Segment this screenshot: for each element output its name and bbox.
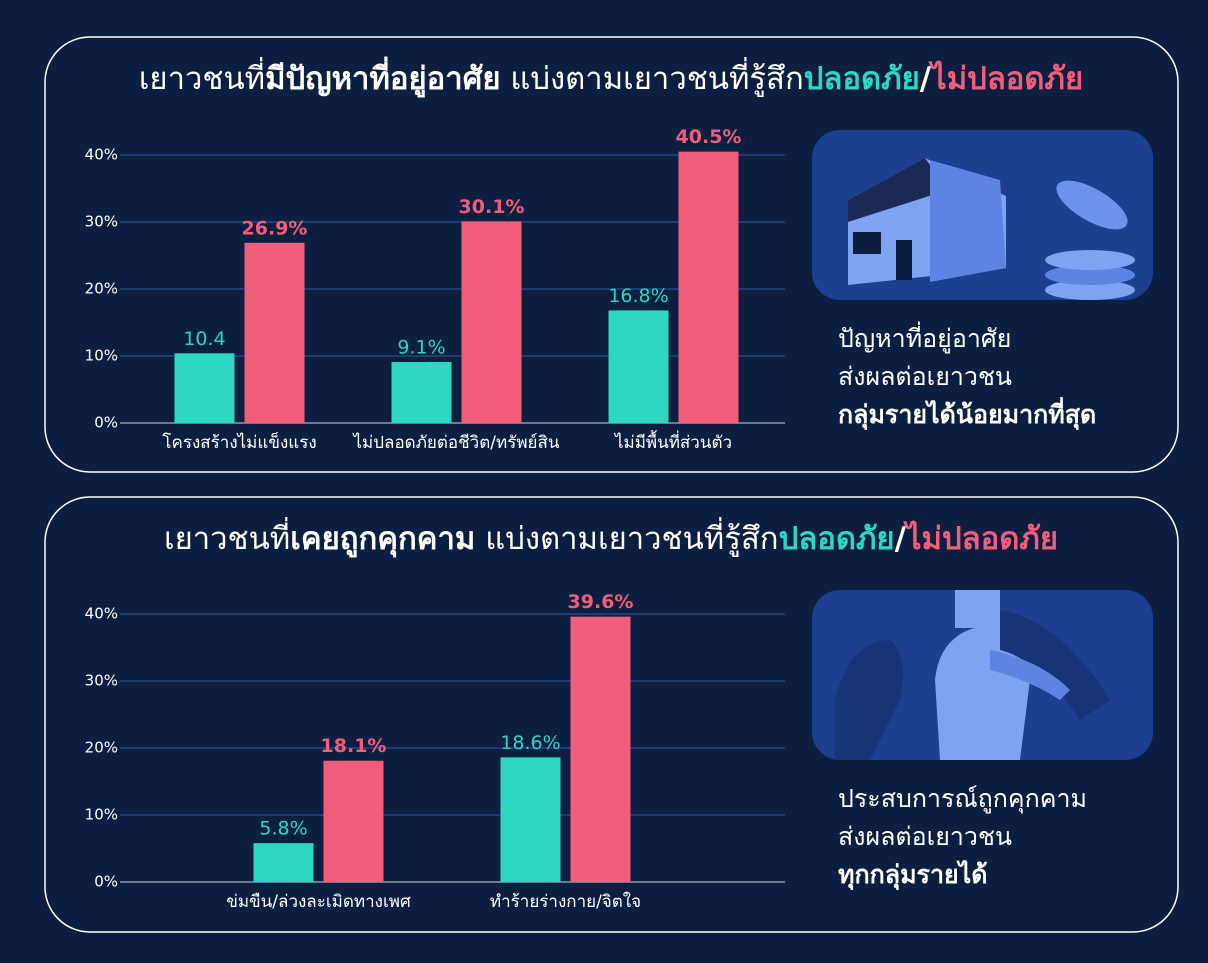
caption-line: ทุกกลุ่มรายได้ (838, 859, 987, 891)
bar (391, 362, 452, 423)
bar (570, 616, 631, 882)
caption-line: ส่งผลต่อเยาวชน (838, 822, 1012, 851)
caption-line: ปัญหาที่อยู่อาศัย (838, 321, 1011, 354)
x-tick-label: ไม่มีพื้นที่ส่วนตัว (613, 430, 732, 453)
caption-line: กลุ่มรายได้น้อยมากที่สุด (838, 397, 1096, 431)
y-tick-label: 40% (85, 146, 118, 164)
data-label: 16.8% (608, 285, 668, 307)
title-part: / (920, 61, 932, 97)
bar (323, 760, 384, 882)
y-tick-label: 10% (85, 347, 118, 365)
legend-entry: ปลอดภัย (804, 61, 920, 97)
caption-line: ส่งผลต่อเยาวชน (838, 362, 1012, 391)
title-part: เยาวชนที่ (164, 517, 290, 557)
bar (678, 151, 739, 423)
bar (461, 221, 522, 423)
legend-entry: ไม่ปลอดภัย (903, 520, 1058, 557)
y-tick-label: 20% (85, 739, 118, 757)
bar (500, 757, 561, 882)
data-label: 18.6% (500, 732, 560, 754)
x-tick-label: โครงสร้างไม่แข็งแรง (162, 431, 316, 453)
data-label: 9.1% (397, 337, 445, 359)
data-label: 40.5% (676, 126, 742, 148)
title-part: / (895, 521, 907, 557)
bar (608, 310, 669, 423)
data-label: 10.4 (183, 328, 225, 350)
legend-entry: ปลอดภัย (779, 521, 895, 557)
y-tick-label: 30% (85, 672, 118, 690)
data-label: 30.1% (459, 196, 525, 218)
y-tick-label: 30% (85, 213, 118, 231)
bar (253, 843, 314, 882)
title-part: มีปัญหาที่อยู่อาศัย (265, 56, 500, 98)
house-illustration (812, 130, 1153, 300)
data-label: 39.6% (568, 591, 634, 613)
data-label: 5.8% (259, 818, 307, 840)
bar (244, 242, 305, 423)
panel (44, 36, 1179, 473)
bar (174, 353, 235, 423)
x-tick-label: ทำร้ายร่างกาย/จิตใจ (490, 891, 641, 912)
title-part: เคยถูกคุกคาม (290, 521, 475, 558)
title-part: แบ่งตามเยาวชนที่รู้สึก (501, 57, 804, 97)
chart-title: เยาวชนที่มีปัญหาที่อยู่อาศัย แบ่งตามเยาว… (139, 56, 1083, 98)
title-part: เยาวชนที่ (139, 57, 265, 97)
chart-title: เยาวชนที่เคยถูกคุกคาม แบ่งตามเยาวชนที่รู… (164, 517, 1058, 558)
y-tick-label: 0% (94, 873, 118, 891)
threat-illustration (812, 590, 1153, 760)
x-tick-label: ข่มขืน/ล่วงละเมิดทางเพศ (226, 892, 411, 912)
title-part: แบ่งตามเยาวชนที่รู้สึก (475, 517, 778, 557)
y-tick-label: 40% (85, 605, 118, 623)
y-tick-label: 20% (85, 280, 118, 298)
data-label: 18.1% (321, 735, 387, 757)
data-label: 26.9% (242, 217, 308, 239)
caption-line: ประสบการณ์ถูกคุกคาม (838, 784, 1087, 814)
y-tick-label: 10% (85, 806, 118, 824)
x-tick-label: ไม่ปลอดภัยต่อชีวิต/ทรัพย์สิน (352, 432, 560, 453)
panel (44, 496, 1179, 933)
y-tick-label: 0% (94, 414, 118, 432)
legend-entry: ไม่ปลอดภัย (928, 60, 1083, 97)
